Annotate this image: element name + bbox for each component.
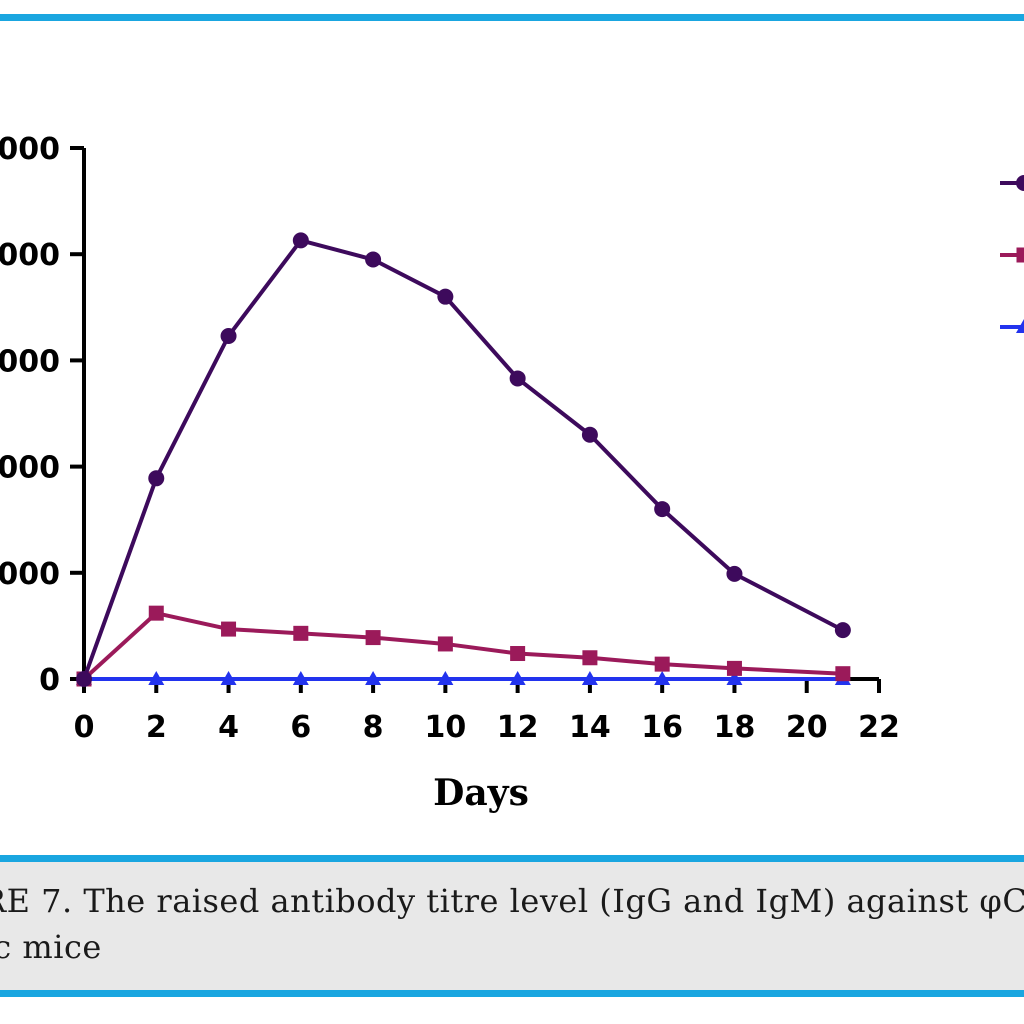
series-2 bbox=[76, 605, 851, 687]
data-point bbox=[292, 671, 309, 685]
data-point bbox=[365, 630, 381, 646]
x-tick-label: 8 bbox=[363, 710, 384, 745]
x-tick-label: 18 bbox=[714, 710, 756, 745]
x-tick-label: 4 bbox=[218, 710, 239, 745]
x-tick-label: 14 bbox=[569, 710, 611, 745]
data-point bbox=[220, 327, 237, 344]
data-point bbox=[292, 232, 309, 249]
x-tick-label: 22 bbox=[858, 710, 900, 745]
data-point bbox=[510, 646, 526, 662]
x-tick-label: 0 bbox=[74, 710, 95, 745]
data-point bbox=[581, 426, 598, 443]
data-point bbox=[654, 656, 670, 672]
data-point bbox=[726, 565, 743, 582]
y-tick-label: 000 bbox=[0, 451, 60, 486]
data-point bbox=[437, 671, 454, 685]
y-tick-label: 000 bbox=[0, 557, 60, 592]
y-tick-label: 000 bbox=[0, 344, 60, 379]
data-point bbox=[365, 671, 382, 685]
data-point bbox=[220, 671, 237, 685]
x-tick-label: 20 bbox=[786, 710, 828, 745]
series-line bbox=[82, 238, 844, 680]
data-point bbox=[834, 622, 851, 639]
series-layer bbox=[76, 232, 851, 687]
x-tick-label: 16 bbox=[641, 710, 683, 745]
y-tick-label: 000 bbox=[0, 238, 60, 273]
x-tick-label: 10 bbox=[424, 710, 466, 745]
top-rule bbox=[0, 14, 1024, 21]
data-point bbox=[581, 671, 598, 685]
data-point bbox=[726, 671, 743, 685]
data-point bbox=[148, 605, 164, 621]
data-point bbox=[835, 666, 851, 682]
chart-axes bbox=[82, 148, 879, 681]
x-tick-label: 12 bbox=[497, 710, 539, 745]
caption-bottom-rule bbox=[0, 990, 1024, 997]
x-axis-title: Days bbox=[433, 772, 529, 814]
y-tick-label: 000 bbox=[0, 132, 60, 167]
data-point bbox=[221, 621, 237, 637]
data-point bbox=[148, 671, 165, 685]
data-point bbox=[509, 370, 526, 387]
data-point bbox=[293, 625, 309, 641]
series-1 bbox=[76, 232, 851, 687]
legend bbox=[1000, 175, 1024, 333]
data-point bbox=[365, 251, 382, 268]
x-tick-label: 2 bbox=[146, 710, 167, 745]
data-point bbox=[437, 636, 453, 652]
data-point bbox=[726, 660, 742, 676]
legend-swatch-marker bbox=[1016, 319, 1024, 333]
data-point bbox=[148, 470, 165, 487]
x-tick-label: 6 bbox=[290, 710, 311, 745]
data-point bbox=[654, 501, 671, 518]
figure-caption: RE 7. The raised antibody titre level (I… bbox=[0, 882, 1024, 966]
legend-swatch-marker bbox=[1016, 247, 1024, 263]
caption-top-rule bbox=[0, 855, 1024, 862]
legend-swatch-marker bbox=[1016, 175, 1024, 191]
data-point bbox=[509, 671, 526, 685]
data-point bbox=[654, 671, 671, 685]
caption-box bbox=[0, 862, 1024, 990]
data-point bbox=[582, 650, 598, 666]
data-point bbox=[76, 671, 92, 687]
data-point bbox=[437, 288, 454, 305]
y-tick-label: 0 bbox=[39, 663, 60, 698]
x-ticks: 0 2 4 6 8 10 12 14 16 18 20 22 bbox=[74, 679, 900, 745]
